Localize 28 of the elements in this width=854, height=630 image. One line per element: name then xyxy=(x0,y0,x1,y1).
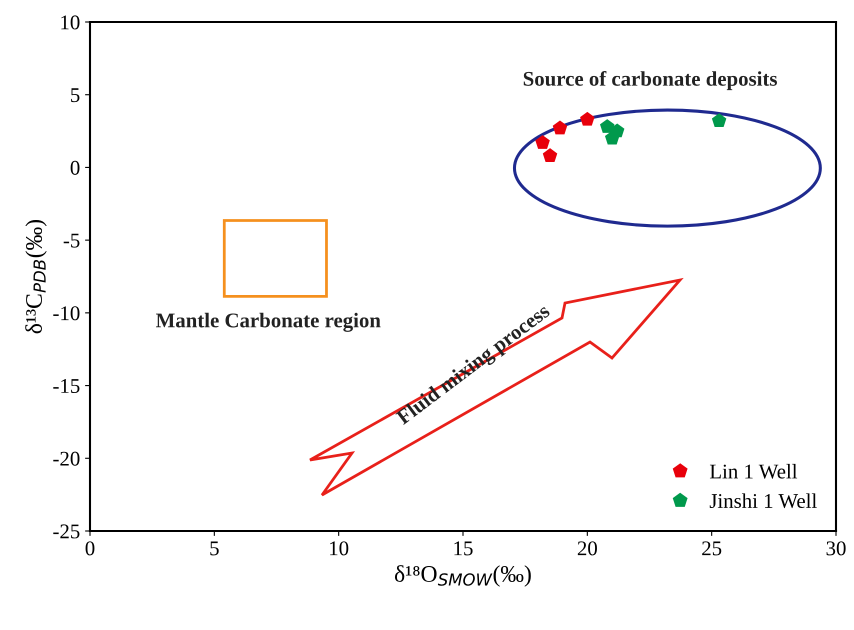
x-axis-title: δ¹⁸O$_{SMOW}$(‰) xyxy=(394,565,531,587)
y-tick-label: 10 xyxy=(61,15,80,30)
x-tick-label: 25 xyxy=(702,541,722,556)
legend-label: Lin 1 Well xyxy=(710,464,798,479)
legend-label: Jinshi 1 Well xyxy=(710,493,817,508)
x-tick-label: 30 xyxy=(826,541,846,556)
point xyxy=(604,130,620,144)
y-axis-title: δ¹³C$_{PDB}$(‰) xyxy=(25,220,47,334)
y-tick-label: 5 xyxy=(71,88,80,102)
point xyxy=(580,112,595,126)
x-tick-label: 5 xyxy=(210,542,219,556)
point xyxy=(600,119,614,133)
x-tick-label: 10 xyxy=(330,541,348,556)
point xyxy=(535,135,550,149)
annotation: Mantle Carbonate region xyxy=(156,312,381,332)
y-tick-label: 0 xyxy=(70,160,80,175)
y-tick-label: -25 xyxy=(53,524,80,538)
point xyxy=(542,148,558,162)
y-tick-label: -20 xyxy=(53,452,80,466)
y-tick-label: -10 xyxy=(53,306,80,320)
point xyxy=(712,113,726,128)
point xyxy=(552,120,568,134)
x-tick-label: 15 xyxy=(454,541,473,556)
x-tick-label: 0 xyxy=(86,541,94,556)
y-tick-label: -5 xyxy=(64,234,80,248)
y-tick-label: -15 xyxy=(53,379,80,394)
x-tick-label: 20 xyxy=(578,541,597,556)
annotation: Source of carbonate deposits xyxy=(524,70,777,90)
